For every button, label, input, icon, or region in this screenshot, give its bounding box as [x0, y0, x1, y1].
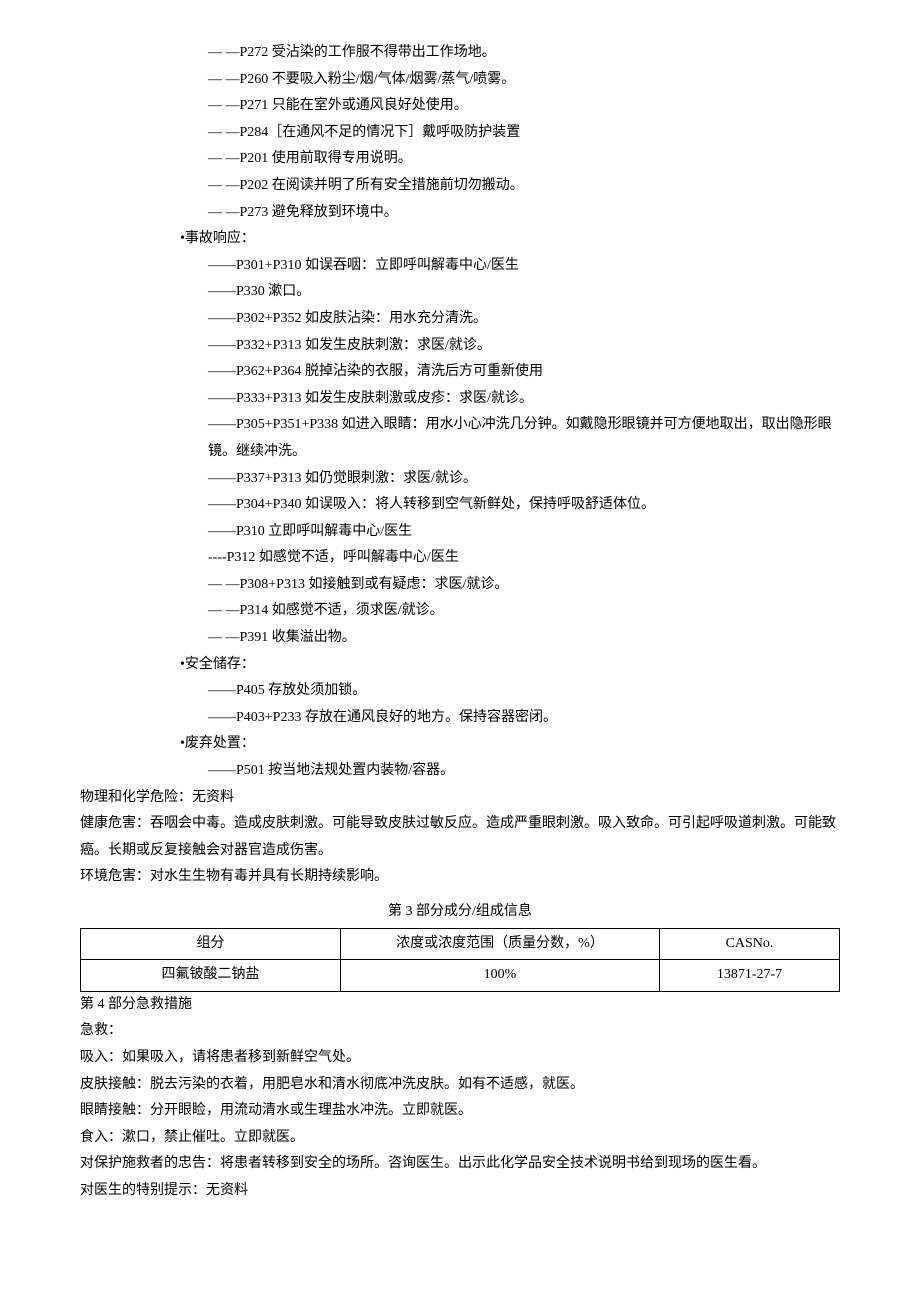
storage-item: ——P405 存放处须加锁。 — [80, 678, 840, 705]
composition-table: 组分 浓度或浓度范围（质量分数，%） CASNo. 四氟铍酸二钠盐 100% 1… — [80, 928, 840, 992]
table-cell-cas: 13871-27-7 — [660, 960, 840, 992]
physical-hazard-text: 物理和化学危险：无资料 — [80, 785, 840, 812]
response-item: ——P310 立即呼叫解毒中心/医生 — [80, 519, 840, 546]
first-aid-item: 对保护施救者的忠告：将患者转移到安全的场所。咨询医生。出示此化学品安全技术说明书… — [80, 1151, 840, 1178]
table-header-component: 组分 — [81, 928, 341, 960]
prevention-item: — —P201 使用前取得专用说明。 — [80, 146, 840, 173]
storage-heading: •安全储存： — [80, 652, 840, 679]
prevention-item: — —P284［在通风不足的情况下］戴呼吸防护装置 — [80, 120, 840, 147]
first-aid-list: 急救： 吸入：如果吸入，请将患者移到新鲜空气处。 皮肤接触：脱去污染的衣着，用肥… — [80, 1018, 840, 1204]
table-cell-component: 四氟铍酸二钠盐 — [81, 960, 341, 992]
response-item: — —P314 如感觉不适，须求医/就诊。 — [80, 598, 840, 625]
response-item: — —P308+P313 如接触到或有疑虑：求医/就诊。 — [80, 572, 840, 599]
response-item: ——P337+P313 如仍觉眼刺激：求医/就诊。 — [80, 466, 840, 493]
prevention-item: — —P260 不要吸入粉尘/烟/气体/烟雾/蒸气/喷雾。 — [80, 67, 840, 94]
response-item: ----P312 如感觉不适，呼叫解毒中心/医生 — [80, 545, 840, 572]
response-item: ——P302+P352 如皮肤沾染：用水充分清洗。 — [80, 306, 840, 333]
first-aid-item: 眼睛接触：分开眼睑，用流动清水或生理盐水冲洗。立即就医。 — [80, 1098, 840, 1125]
health-hazard-text: 健康危害：吞咽会中毒。造成皮肤刺激。可能导致皮肤过敏反应。造成严重眼刺激。吸入致… — [80, 811, 840, 864]
first-aid-item: 急救： — [80, 1018, 840, 1045]
env-hazard-text: 环境危害：对水生生物有毒并具有长期持续影响。 — [80, 864, 840, 891]
prevention-list: — —P272 受沾染的工作服不得带出工作场地。 — —P260 不要吸入粉尘/… — [80, 40, 840, 226]
section3-title-text: 第 3 部分成分/组成信息 — [388, 904, 532, 919]
response-list: ——P301+P310 如误吞咽：立即呼叫解毒中心/医生 ——P330 漱口。 … — [80, 253, 840, 652]
response-item: ——P301+P310 如误吞咽：立即呼叫解毒中心/医生 — [80, 253, 840, 280]
section4-title: 第 4 部分急救措施 — [80, 992, 840, 1019]
response-item: ——P362+P364 脱掉沾染的衣服，清洗后方可重新使用 — [80, 359, 840, 386]
prevention-item: — —P273 避免释放到环境中。 — [80, 200, 840, 227]
response-item: ——P330 漱口。 — [80, 279, 840, 306]
table-cell-concentration: 100% — [341, 960, 660, 992]
response-item: — —P391 收集溢出物。 — [80, 625, 840, 652]
first-aid-item: 皮肤接触：脱去污染的衣着，用肥皂水和清水彻底冲洗皮肤。如有不适感，就医。 — [80, 1072, 840, 1099]
prevention-item: — —P271 只能在室外或通风良好处使用。 — [80, 93, 840, 120]
table-header-row: 组分 浓度或浓度范围（质量分数，%） CASNo. — [81, 928, 840, 960]
disposal-item: ——P501 按当地法规处置内装物/容器。 — [80, 758, 840, 785]
storage-list: ——P405 存放处须加锁。 ——P403+P233 存放在通风良好的地方。保持… — [80, 678, 840, 731]
storage-item: ——P403+P233 存放在通风良好的地方。保持容器密闭。 — [80, 705, 840, 732]
table-header-cas: CASNo. — [660, 928, 840, 960]
table-header-concentration: 浓度或浓度范围（质量分数，%） — [341, 928, 660, 960]
first-aid-item: 对医生的特别提示：无资料 — [80, 1178, 840, 1205]
first-aid-item: 吸入：如果吸入，请将患者移到新鲜空气处。 — [80, 1045, 840, 1072]
prevention-item: — —P272 受沾染的工作服不得带出工作场地。 — [80, 40, 840, 67]
response-item: ——P333+P313 如发生皮肤刺激或皮疹：求医/就诊。 — [80, 386, 840, 413]
disposal-list: ——P501 按当地法规处置内装物/容器。 — [80, 758, 840, 785]
table-row: 四氟铍酸二钠盐 100% 13871-27-7 — [81, 960, 840, 992]
response-item: ——P332+P313 如发生皮肤刺激：求医/就诊。 — [80, 333, 840, 360]
section3-title: 第 3 部分成分/组成信息 — [80, 899, 840, 926]
first-aid-item: 食入：漱口，禁止催吐。立即就医。 — [80, 1125, 840, 1152]
response-item: ——P304+P340 如误吸入：将人转移到空气新鲜处，保持呼吸舒适体位。 — [80, 492, 840, 519]
response-heading: •事故响应： — [80, 226, 840, 253]
disposal-heading: •废弃处置： — [80, 731, 840, 758]
response-item: ——P305+P351+P338 如进入眼睛：用水小心冲洗几分钟。如戴隐形眼镜并… — [80, 412, 840, 465]
prevention-item: — —P202 在阅读并明了所有安全措施前切勿搬动。 — [80, 173, 840, 200]
